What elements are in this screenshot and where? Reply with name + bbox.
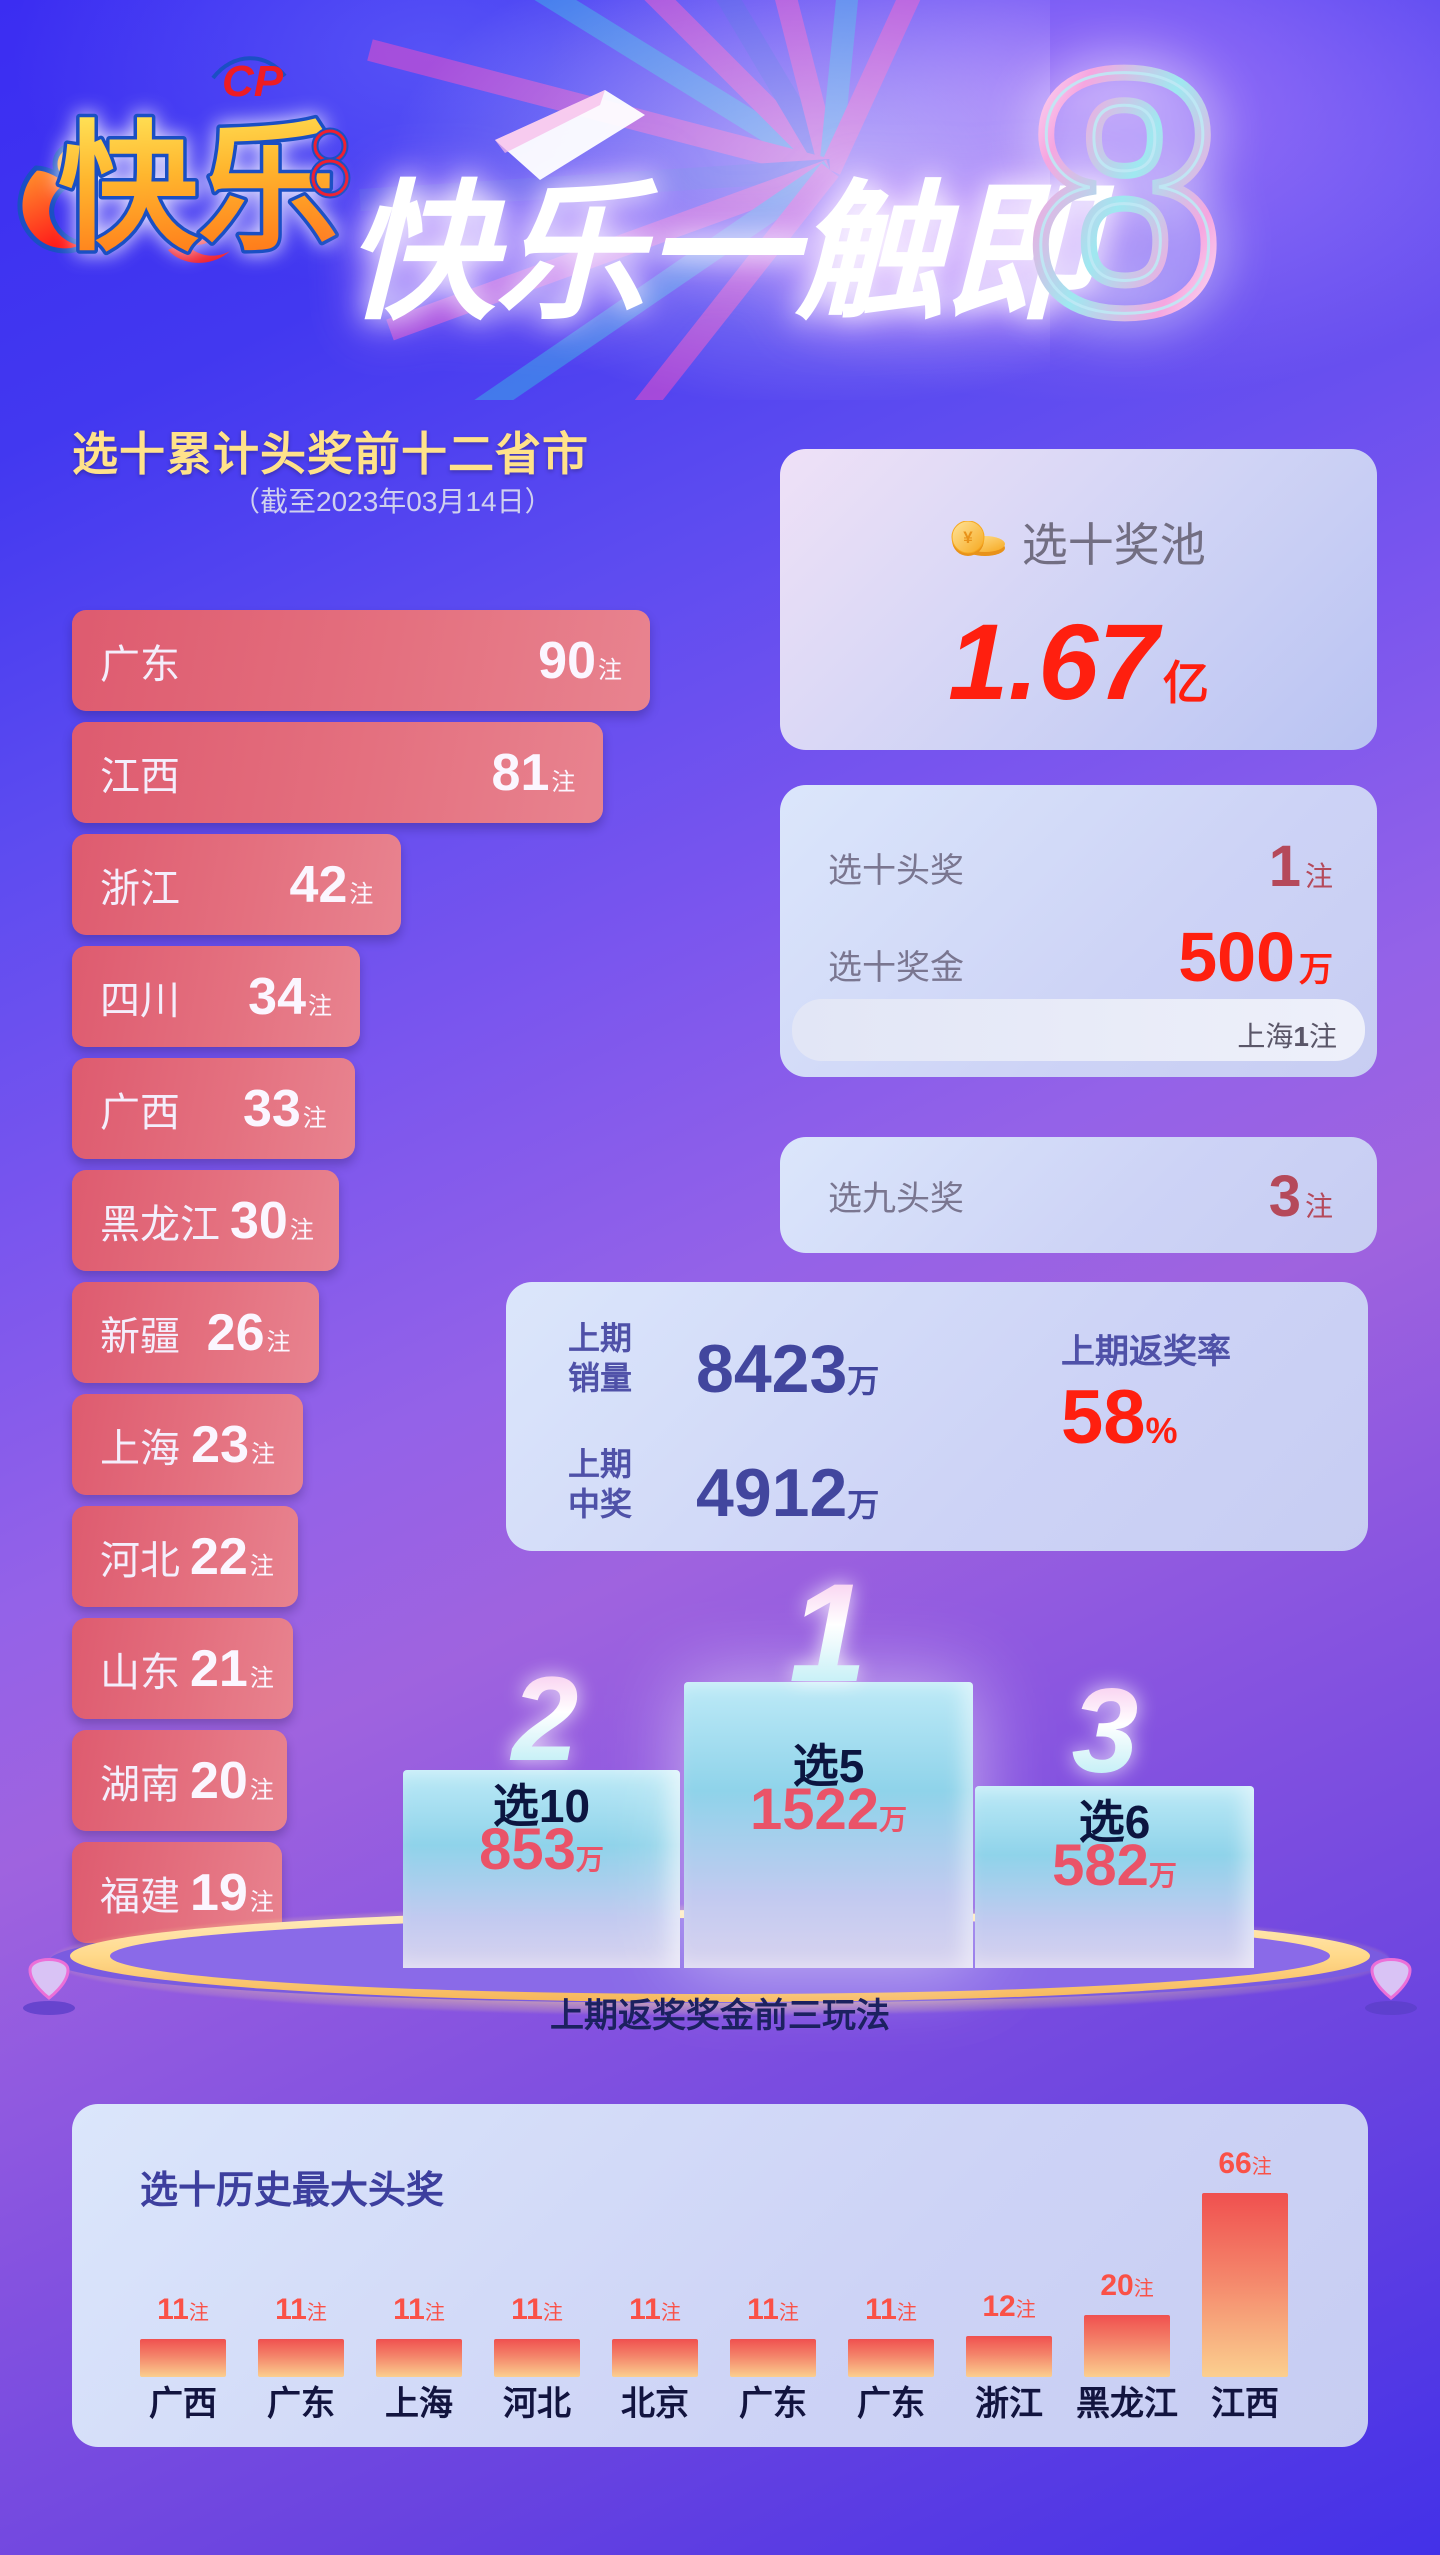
svg-text:¥: ¥	[964, 528, 974, 547]
svg-text:8: 8	[1030, 3, 1219, 383]
svg-text:快乐一触即: 快乐一触即	[345, 169, 1115, 337]
svg-text:快乐: 快乐	[58, 110, 338, 267]
svg-text:CP: CP	[222, 57, 284, 106]
